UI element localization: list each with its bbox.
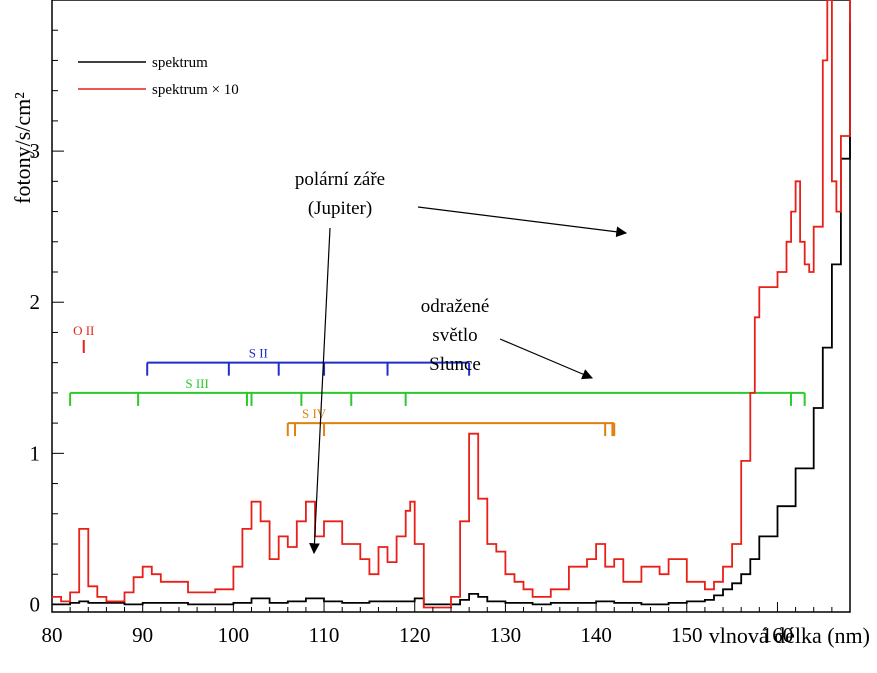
annotation-sunlight-line2: světlo [432, 325, 477, 346]
annotation-aurora-arrow-1 [417, 206, 628, 238]
series-line-spektrum [52, 22, 851, 606]
legend: spektrum spektrum × 10 [78, 55, 239, 98]
ion-label: S IV [302, 406, 327, 421]
x-tick-label: 160 [762, 623, 794, 647]
ion-label: S II [249, 346, 268, 361]
x-tick-label: 80 [42, 623, 63, 647]
x-tick-label: 120 [399, 623, 431, 647]
ion-marker-o-ii: O II [73, 323, 94, 353]
y-tick-label: 0 [30, 592, 41, 616]
ion-marker-s-iii: S III [69, 376, 806, 406]
legend-label-spektrum: spektrum [152, 55, 208, 71]
annotation-aurora-line2: (Jupiter) [308, 198, 372, 219]
annotation-aurora: polární záře (Jupiter) [295, 169, 628, 555]
annotation-aurora-line1: polární záře [295, 169, 385, 190]
x-tick-label: 110 [309, 623, 340, 647]
series-line-spektrum-x10 [52, 0, 851, 609]
ion-marker-s-ii: S II [146, 346, 471, 376]
y-axis-title: fotony/s/cm² [10, 92, 35, 204]
ion-marker-s-iv: S IV [286, 406, 616, 437]
x-tick-label: 140 [580, 623, 612, 647]
ion-markers: S II S III S IV O II [69, 323, 806, 437]
x-tick-label: 150 [671, 623, 703, 647]
y-tick-label: 3 [30, 139, 41, 163]
y-tick-label: 1 [30, 441, 41, 465]
annotation-sunlight-arrow [499, 338, 593, 380]
annotation-aurora-arrow-2 [309, 227, 331, 555]
axis-ticks: 80 90 100 110 120 130 140 150 160 0 1 2 3 [30, 29, 851, 647]
x-axis-title: vlnová délka (nm) [709, 623, 870, 648]
x-tick-label: 100 [218, 623, 250, 647]
x-tick-label: 90 [132, 623, 153, 647]
ion-label: S III [185, 376, 208, 391]
ion-label: O II [73, 323, 94, 338]
y-tick-label: 2 [30, 290, 41, 314]
annotation-sunlight-line3: Slunce [429, 354, 481, 375]
x-tick-label: 130 [490, 623, 522, 647]
legend-label-spektrum-x10: spektrum × 10 [152, 82, 239, 98]
annotation-sunlight: odražené světlo Slunce [421, 296, 593, 380]
annotation-sunlight-line1: odražené [421, 296, 490, 317]
series-layer [52, 0, 851, 609]
